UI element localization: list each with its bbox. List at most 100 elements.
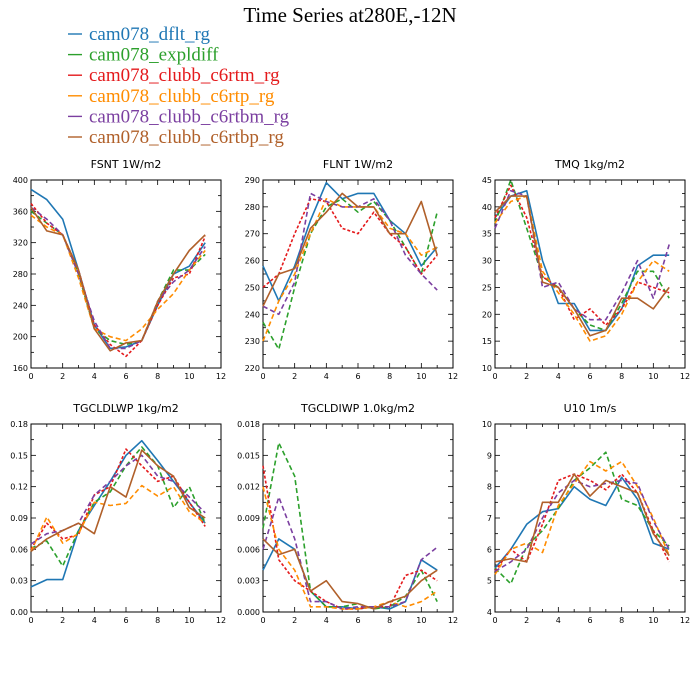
- x-tick-label: 10: [416, 616, 426, 625]
- legend-entry-2: cam078_clubb_c6rtm_rg: [89, 65, 280, 86]
- x-tick-label: 4: [324, 616, 329, 625]
- plot-frame: [262, 423, 454, 613]
- legend-entry-3: cam078_clubb_c6rtp_rg: [89, 86, 275, 107]
- y-tick-label: 0.018: [237, 420, 260, 429]
- x-tick-label: 4: [92, 372, 97, 381]
- y-tick-label: 30: [482, 257, 492, 266]
- x-tick-label: 0: [260, 616, 265, 625]
- series-line-2: [30, 202, 206, 358]
- panel-2: TMQ 1kg/m2 0 2 4 6 8 10 12 10 15 20 25 30 35 40 45: [482, 158, 690, 381]
- panel-5: U10 1m/s 0 2 4 6 8 10 12 4 5 6 7 8 9 10: [482, 402, 690, 625]
- x-tick-label: 8: [619, 616, 624, 625]
- x-tick-label: 2: [292, 372, 297, 381]
- x-tick-label: 2: [60, 372, 65, 381]
- y-tick-label: 320: [13, 239, 28, 248]
- series-line-5: [30, 206, 206, 352]
- y-tick-label: 5: [487, 577, 492, 586]
- y-tick-label: 260: [245, 257, 260, 266]
- legend-entry-5: cam078_clubb_c6rtbp_rg: [89, 127, 284, 148]
- y-tick-label: 220: [245, 364, 260, 373]
- x-tick-label: 0: [492, 372, 497, 381]
- series-line-0: [494, 189, 670, 332]
- x-tick-label: 12: [448, 616, 458, 625]
- plot-frame: [494, 423, 686, 613]
- series-line-3: [494, 460, 670, 575]
- x-tick-label: 8: [155, 372, 160, 381]
- legend: cam078_dflt_rgcam078_expldiffcam078_club…: [68, 24, 290, 148]
- legend-entry-4: cam078_clubb_c6rtbm_rg: [89, 106, 290, 127]
- series-line-5: [494, 195, 670, 337]
- series-line-3: [494, 195, 670, 342]
- y-tick-label: 270: [245, 230, 260, 239]
- x-tick-label: 6: [587, 372, 592, 381]
- x-tick-label: 8: [155, 616, 160, 625]
- x-tick-label: 12: [448, 372, 458, 381]
- x-tick-label: 0: [260, 372, 265, 381]
- legend-entry-0: cam078_dflt_rg: [89, 24, 211, 45]
- y-tick-label: 0.012: [237, 483, 260, 492]
- x-tick-label: 4: [324, 372, 329, 381]
- series-line-3: [262, 486, 438, 610]
- series-line-5: [30, 449, 206, 553]
- series-line-3: [30, 484, 206, 552]
- y-tick-label: 45: [482, 176, 492, 185]
- y-tick-label: 0.03: [10, 577, 28, 586]
- x-tick-label: 10: [184, 372, 194, 381]
- y-tick-label: 25: [482, 283, 492, 292]
- series-line-2: [262, 198, 438, 289]
- panel-1: FLNT 1W/m2 0 2 4 6 8 10 12 220 230 240 250 260 270 280…: [245, 158, 458, 381]
- x-tick-label: 8: [387, 616, 392, 625]
- series-line-0: [494, 476, 670, 569]
- y-tick-label: 0.000: [237, 608, 260, 617]
- y-tick-label: 10: [482, 364, 492, 373]
- x-tick-label: 0: [28, 616, 33, 625]
- y-tick-label: 10: [482, 420, 492, 429]
- legend-entry-1: cam078_expldiff: [89, 45, 219, 66]
- panel-title: TGCLDLWP 1kg/m2: [72, 402, 178, 415]
- y-tick-label: 250: [245, 283, 260, 292]
- y-tick-label: 15: [482, 337, 492, 346]
- series-line-4: [494, 189, 670, 321]
- y-tick-label: 9: [487, 451, 492, 460]
- x-tick-label: 4: [556, 372, 561, 381]
- x-tick-label: 6: [355, 372, 360, 381]
- panel-title: FLNT 1W/m2: [323, 158, 393, 171]
- panel-title: U10 1m/s: [564, 402, 617, 415]
- y-tick-label: 6: [487, 545, 492, 554]
- y-tick-label: 40: [482, 203, 492, 212]
- series-line-1: [494, 451, 670, 585]
- series-line-0: [30, 439, 206, 588]
- y-tick-label: 280: [245, 203, 260, 212]
- x-tick-label: 6: [355, 616, 360, 625]
- y-tick-label: 0.009: [237, 514, 260, 523]
- y-tick-label: 0.006: [237, 545, 260, 554]
- series-line-1: [30, 446, 206, 567]
- y-tick-label: 0.00: [10, 608, 28, 617]
- series-line-1: [262, 441, 438, 610]
- x-tick-label: 4: [92, 616, 97, 625]
- series-line-2: [494, 473, 670, 572]
- series-line-0: [30, 188, 206, 350]
- y-tick-label: 0.15: [10, 451, 28, 460]
- series-line-4: [262, 496, 438, 610]
- y-tick-label: 4: [487, 608, 492, 617]
- y-tick-label: 20: [482, 310, 492, 319]
- series-line-5: [262, 192, 438, 307]
- x-tick-label: 10: [184, 616, 194, 625]
- y-tick-label: 35: [482, 230, 492, 239]
- series-line-4: [30, 206, 206, 350]
- x-tick-label: 6: [123, 616, 128, 625]
- chart-panels: FSNT 1W/m20 2 4 6 8 10 12160200240280320360400…: [10, 158, 690, 625]
- x-tick-label: 12: [680, 616, 690, 625]
- x-tick-label: 2: [60, 616, 65, 625]
- series-line-0: [262, 181, 438, 302]
- y-tick-label: 290: [245, 176, 260, 185]
- panel-title: TMQ 1kg/m2: [554, 158, 625, 171]
- series-line-4: [262, 192, 438, 316]
- x-tick-label: 6: [587, 616, 592, 625]
- panel-title: FSNT 1W/m2: [91, 158, 162, 171]
- y-tick-label: 240: [245, 310, 260, 319]
- y-tick-label: 160: [13, 364, 28, 373]
- series-line-1: [494, 179, 670, 332]
- y-tick-label: 0.09: [10, 514, 28, 523]
